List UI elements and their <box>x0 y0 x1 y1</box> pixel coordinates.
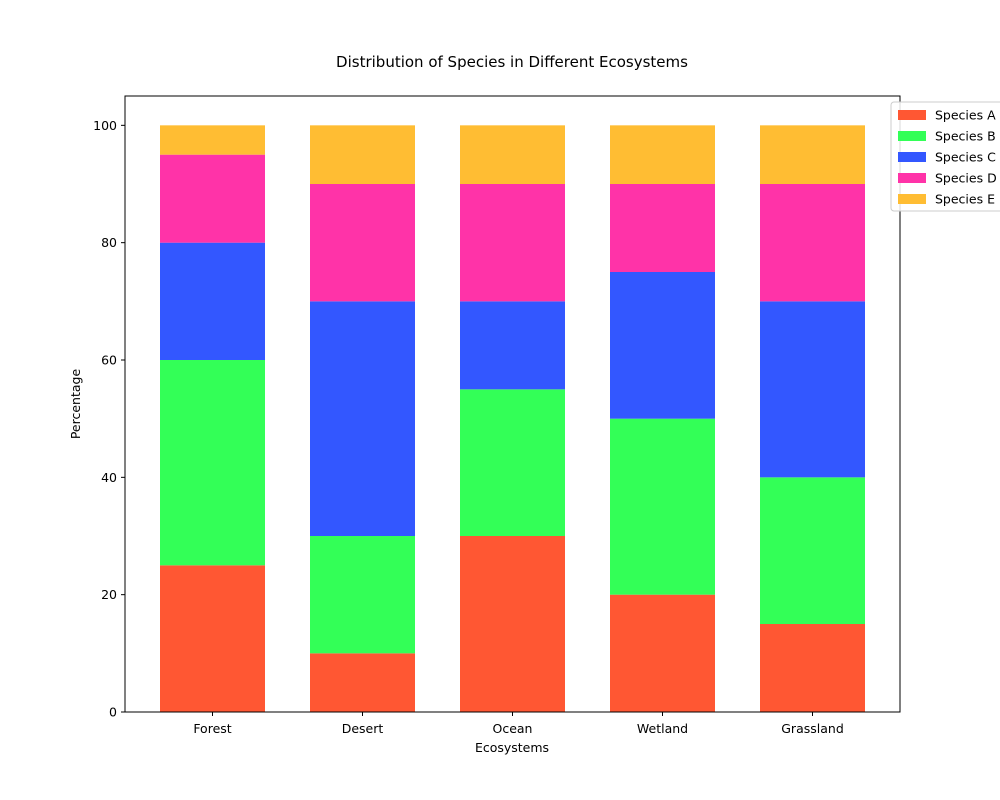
bar-desert-species-c <box>310 301 415 536</box>
bar-ocean-species-a <box>460 536 565 712</box>
bar-wetland-species-a <box>610 594 715 712</box>
legend-swatch <box>898 194 926 204</box>
bar-wetland-species-d <box>610 184 715 272</box>
legend-label: Species D <box>935 171 997 186</box>
chart-title: Distribution of Species in Different Eco… <box>336 53 688 71</box>
y-axis-label: Percentage <box>68 369 83 440</box>
bar-grassland-species-a <box>760 624 865 712</box>
bar-grassland-species-c <box>760 301 865 478</box>
legend-label: Species A <box>935 108 996 123</box>
y-tick-label: 100 <box>93 118 117 133</box>
bar-forest-species-b <box>160 360 265 566</box>
x-tick-label: Desert <box>342 721 384 736</box>
bar-wetland-species-e <box>610 125 715 184</box>
bar-forest-species-d <box>160 154 265 243</box>
x-tick-label: Forest <box>193 721 231 736</box>
bar-ocean-species-c <box>460 301 565 390</box>
y-tick-label: 0 <box>109 705 117 720</box>
legend: Species A Species B Species C Species D Spec… <box>890 101 1000 212</box>
bar-desert-species-d <box>310 184 415 302</box>
bar-forest-species-c <box>160 242 265 360</box>
legend-swatch <box>898 173 926 183</box>
y-tick-label: 80 <box>101 235 117 250</box>
y-axis: 0 20 40 60 80 100 <box>93 118 125 720</box>
legend-swatch <box>898 131 926 141</box>
bar-forest-species-e <box>160 125 265 155</box>
bar-ocean-species-b <box>460 389 565 536</box>
bar-forest-species-a <box>160 565 265 712</box>
x-tick-label: Grassland <box>781 721 844 736</box>
bar-desert-species-b <box>310 536 415 654</box>
legend-box <box>890 101 1000 212</box>
bar-grassland-species-d <box>760 184 865 302</box>
x-axis-label: Ecosystems <box>475 740 549 755</box>
bar-desert-species-e <box>310 125 415 184</box>
legend-label: Species C <box>935 150 996 165</box>
x-tick-label: Ocean <box>493 721 533 736</box>
x-axis: Forest Desert Ocean Wetland Grassland <box>193 712 844 736</box>
legend-label: Species E <box>935 192 995 207</box>
bar-wetland-species-c <box>610 272 715 419</box>
bar-ocean-species-d <box>460 184 565 302</box>
bar-wetland-species-b <box>610 418 715 595</box>
bar-desert-species-a <box>310 653 415 712</box>
bar-ocean-species-e <box>460 125 565 184</box>
bar-grassland-species-b <box>760 477 865 624</box>
y-tick-label: 20 <box>101 587 117 602</box>
y-tick-label: 60 <box>101 353 117 368</box>
bar-grassland-species-e <box>760 125 865 184</box>
x-tick-label: Wetland <box>637 721 688 736</box>
legend-swatch <box>898 110 926 120</box>
y-tick-label: 40 <box>101 470 117 485</box>
legend-swatch <box>898 152 926 162</box>
bars-group <box>160 125 865 712</box>
legend-label: Species B <box>935 129 996 144</box>
